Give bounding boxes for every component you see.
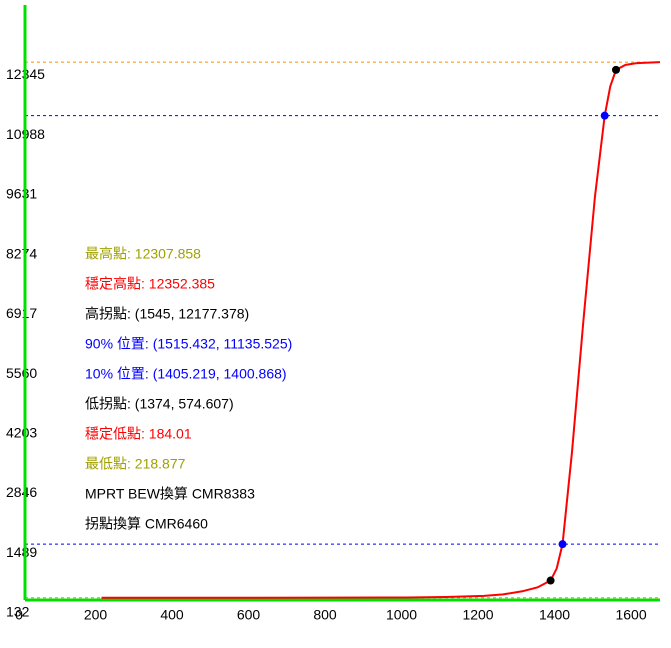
annotation: 高拐點: (1545, 12177.378) (85, 306, 249, 322)
annotation: 最低點: 218.877 (85, 456, 186, 472)
x-tick-label: 1200 (462, 607, 493, 623)
y-tick-label: 8274 (6, 245, 37, 261)
key-point (612, 65, 621, 74)
annotation: 低拐點: (1374, 574.607) (85, 396, 234, 412)
y-tick-label: 2846 (6, 484, 37, 500)
y-tick-label: 4203 (6, 425, 37, 441)
annotation: MPRT BEW換算 CMR8383 (85, 486, 255, 502)
x-tick-label: 200 (84, 607, 108, 623)
x-tick-label: 0 (15, 607, 23, 623)
annotation: 最高點: 12307.858 (85, 246, 201, 262)
y-tick-label: 1489 (6, 544, 37, 560)
key-point (600, 111, 609, 120)
y-tick-label: 5560 (6, 365, 37, 381)
annotation: 穩定低點: 184.01 (85, 426, 192, 442)
annotation: 10% 位置: (1405.219, 1400.868) (85, 366, 287, 382)
y-tick-label: 132 (6, 604, 30, 620)
x-tick-label: 1000 (386, 607, 417, 623)
annotation: 拐點換算 CMR6460 (85, 516, 208, 532)
x-tick-label: 400 (160, 607, 184, 623)
x-tick-label: 1600 (615, 607, 646, 623)
data-line (101, 61, 661, 599)
annotation: 穩定高點: 12352.385 (85, 276, 215, 292)
annotation: 90% 位置: (1515.432, 11135.525) (85, 336, 292, 352)
y-tick-label: 9631 (6, 186, 37, 202)
x-tick-label: 800 (313, 607, 337, 623)
y-tick-label: 6917 (6, 305, 37, 321)
key-point (546, 576, 555, 585)
key-point (558, 540, 567, 549)
x-tick-label: 1400 (539, 607, 570, 623)
x-tick-label: 600 (237, 607, 261, 623)
